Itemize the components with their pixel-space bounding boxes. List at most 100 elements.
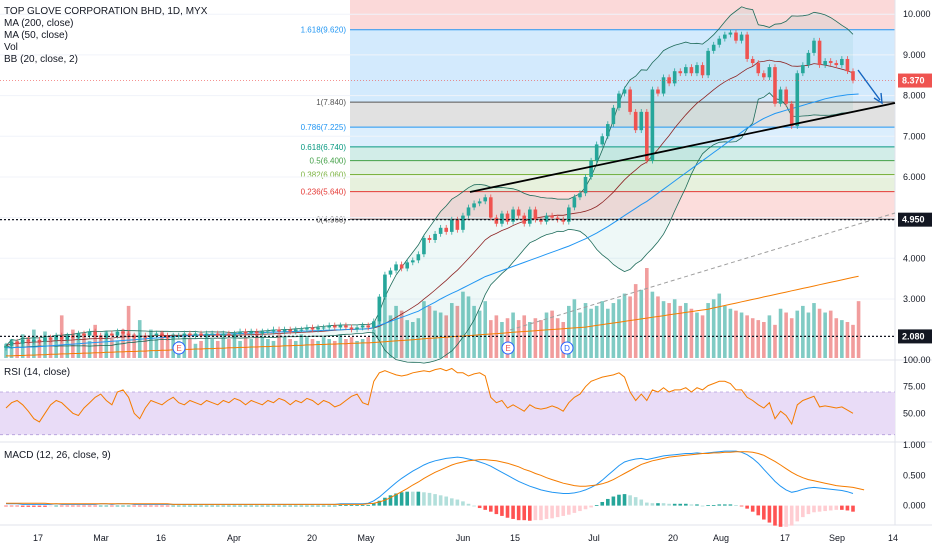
candle-body [121, 331, 125, 334]
volume-bar [678, 305, 683, 358]
macd-histogram-bar [327, 505, 331, 507]
macd-histogram-bar [405, 491, 410, 506]
macd-histogram-bar [567, 505, 571, 515]
volume-bar [271, 340, 276, 358]
candle-body [65, 335, 70, 340]
macd-histogram-bar [494, 505, 499, 515]
macd-histogram-bar [617, 494, 621, 506]
event-marker-label: E [505, 344, 510, 353]
macd-histogram-bar [505, 505, 510, 518]
candle-body [260, 331, 265, 334]
candle-body [801, 65, 805, 74]
volume-bar [327, 339, 331, 358]
macd-pane[interactable]: 1.000 0.500 0.000 [4, 440, 926, 527]
volume-bar [204, 334, 209, 358]
fib-level-label: 0(4.960) [316, 215, 346, 224]
macd-histogram-bar [249, 505, 253, 507]
candle-body [232, 333, 237, 336]
volume-bar [232, 334, 237, 358]
candle-body [410, 260, 415, 263]
rsi-pane[interactable]: 100.00 75.00 50.00 [0, 355, 931, 436]
volume-bar [561, 322, 566, 358]
macd-histogram-bar [589, 505, 593, 508]
candle-body [238, 331, 242, 334]
volume-bar [511, 312, 515, 358]
price-label-text: 2.080 [902, 331, 925, 341]
candle-body [650, 89, 655, 161]
fib-zone [350, 191, 895, 220]
volume-bar [801, 305, 805, 358]
macd-histogram-bar [305, 505, 309, 507]
macd-histogram-bar [338, 505, 343, 506]
macd-histogram-bar [104, 505, 109, 507]
volume-bar [555, 318, 560, 358]
macd-histogram-bar [355, 505, 359, 506]
macd-histogram-bar [461, 501, 465, 506]
macd-histogram-bar [594, 505, 599, 506]
fib-level-label: 0.382(6.060) [301, 171, 347, 180]
candle-body [672, 71, 677, 84]
macd-histogram-bar [795, 505, 800, 522]
macd-histogram-bar [477, 505, 482, 509]
time-tick-label: Aug [713, 533, 729, 543]
macd-histogram-bar [583, 505, 588, 510]
macd-histogram-bar [377, 500, 382, 506]
volume-bar [823, 312, 827, 358]
macd-histogram-bar [511, 505, 515, 519]
macd-histogram-bar [227, 505, 231, 507]
candle-body [76, 333, 81, 338]
macd-histogram-bar [728, 504, 733, 506]
macd-histogram-bar [243, 505, 248, 507]
macd-histogram-bar [739, 505, 744, 507]
volume-bar [115, 340, 120, 358]
macd-histogram-bar [845, 505, 850, 511]
macd-histogram-bar [684, 503, 688, 506]
candle-body [332, 325, 337, 328]
candle-body [293, 329, 298, 332]
candle-body [349, 327, 354, 330]
price-tick-label: 8.000 [903, 91, 926, 101]
macd-histogram-bar [544, 505, 549, 519]
macd-histogram-bar [801, 505, 805, 518]
volume-bar [110, 339, 114, 358]
volume-bar [377, 296, 382, 358]
time-axis[interactable]: 17 Mar 16 Apr 20 May Jun 15 Jul 20 Aug 17 Sep 14 [33, 533, 898, 543]
candle-body [505, 213, 510, 222]
macd-histogram-bar [767, 505, 772, 523]
volume-bar [539, 320, 543, 358]
candle-body [193, 333, 198, 336]
volume-bar [773, 324, 777, 358]
price-label-text: 4.950 [902, 215, 925, 225]
candle-body [717, 38, 722, 45]
candle-body [700, 65, 705, 76]
volume-bar [87, 340, 92, 358]
candle-body [338, 325, 343, 328]
candle-body [405, 262, 410, 269]
volume-bar [578, 312, 582, 358]
volume-bar [589, 308, 593, 358]
candle-body [745, 34, 749, 59]
event-marker-icon [501, 341, 515, 355]
price-axis[interactable]: 10.0009.0008.0007.0006.0005.0004.0003.00… [898, 9, 932, 344]
legend-vol: Vol [4, 42, 18, 53]
time-tick-label: Apr [227, 533, 241, 543]
candle-body [43, 337, 47, 342]
macd-histogram-bar [528, 505, 532, 521]
fib-level-label: 1(7.840) [316, 98, 346, 107]
candle-body [215, 333, 220, 336]
macd-histogram-bar [717, 504, 722, 506]
macd-histogram-bar [472, 505, 476, 507]
candle-body [622, 89, 627, 94]
candle-body [494, 217, 499, 224]
candle-body [104, 333, 109, 338]
volume-bar [288, 339, 292, 358]
price-tick-label: 7.000 [903, 131, 926, 141]
fib-level-label: 0.786(7.225) [301, 123, 347, 132]
candle-body [204, 333, 209, 336]
volume-bar [734, 310, 738, 358]
macd-histogram-bar [416, 491, 421, 506]
macd-histogram-bar [277, 505, 281, 507]
